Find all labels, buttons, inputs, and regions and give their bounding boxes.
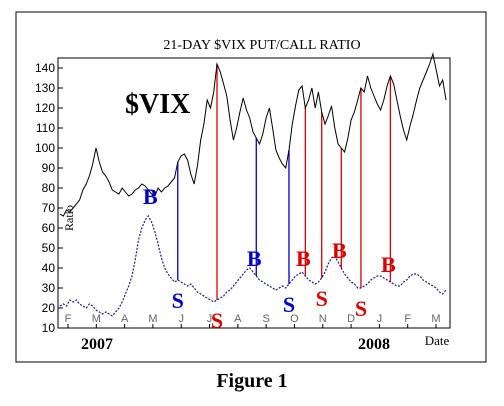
- x-axis-label: Date: [425, 333, 450, 348]
- panel-border: [15, 11, 487, 363]
- signal-letter: S: [316, 286, 328, 311]
- year-label-2007: 2007: [81, 336, 113, 353]
- x-tick-label: J: [178, 313, 184, 325]
- y-tick-label: 70: [42, 201, 56, 215]
- series-layer: [59, 52, 447, 317]
- year-label-2008: 2008: [358, 336, 390, 353]
- x-tick-label: F: [65, 313, 72, 325]
- x-tick-label: O: [290, 313, 299, 325]
- y-axis-ticks: 10 20 30 40 50 60 70 80 90 100 110 120 130 140: [35, 61, 63, 335]
- vix-label: $VIX: [125, 89, 190, 120]
- x-tick-label: J: [377, 313, 383, 325]
- y-axis-label: Ratio: [62, 205, 76, 231]
- chart-title: 21-DAY $VIX PUT/CALL RATIO: [163, 38, 360, 53]
- y-tick-label: 10: [42, 321, 56, 335]
- x-tick-label: M: [148, 313, 157, 325]
- y-tick-label: 110: [36, 121, 55, 135]
- x-tick-label: A: [234, 313, 242, 325]
- signal-letter: S: [211, 308, 223, 333]
- x-tick-label: J: [207, 313, 213, 325]
- signal-lines: [177, 64, 392, 300]
- signal-letter: S: [355, 296, 367, 321]
- y-tick-label: 60: [42, 221, 56, 235]
- x-tick-label: N: [319, 313, 327, 325]
- signal-letter: S: [283, 292, 295, 317]
- x-tick-label: M: [92, 313, 101, 325]
- signal-letter: B: [247, 246, 262, 271]
- y-tick-label: 20: [42, 301, 56, 315]
- chart-frame: 21-DAY $VIX PUT/CALL RATIO $VIX Ratio Da…: [15, 11, 487, 363]
- signal-letter: B: [332, 238, 347, 263]
- signal-letter: S: [172, 288, 184, 313]
- y-tick-label: 80: [42, 181, 56, 195]
- x-tick-label: S: [262, 313, 269, 325]
- y-tick-label: 140: [35, 61, 55, 75]
- y-tick-label: 90: [42, 161, 56, 175]
- vix-series-line: [59, 52, 447, 217]
- y-tick-label: 30: [42, 281, 56, 295]
- x-tick-label: F: [404, 313, 411, 325]
- signal-letter: B: [296, 246, 311, 271]
- x-tick-label: M: [431, 313, 440, 325]
- y-tick-label: 100: [35, 141, 55, 155]
- figure-caption: Figure 1: [216, 370, 288, 392]
- x-tick-label: D: [347, 313, 355, 325]
- x-tick-label: A: [121, 313, 129, 325]
- signal-letter: B: [143, 184, 158, 209]
- y-tick-label: 120: [35, 101, 55, 115]
- y-tick-label: 40: [42, 261, 56, 275]
- y-tick-label: 50: [42, 241, 56, 255]
- plot-border: [57, 57, 451, 329]
- y-tick-label: 130: [35, 81, 55, 95]
- signal-letter: B: [381, 252, 396, 277]
- ratio-series-line: [59, 214, 447, 317]
